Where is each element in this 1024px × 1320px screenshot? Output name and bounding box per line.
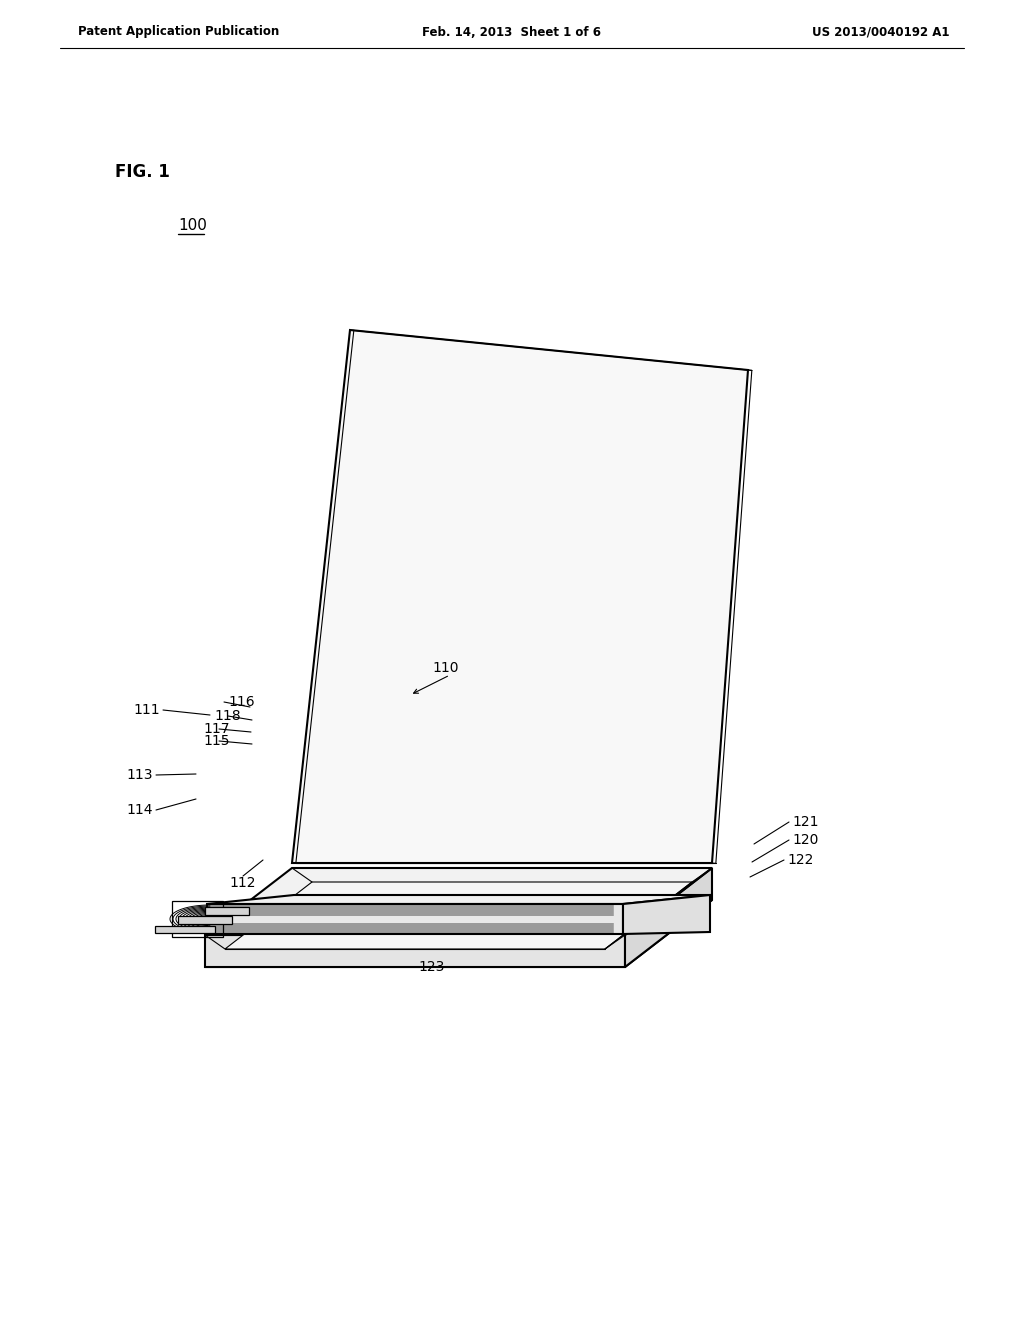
Text: 112: 112 (229, 876, 256, 890)
Text: 120: 120 (792, 833, 818, 847)
Text: 113: 113 (127, 768, 153, 781)
Polygon shape (205, 900, 712, 968)
Text: 116: 116 (228, 696, 255, 709)
Polygon shape (205, 907, 249, 915)
Text: Patent Application Publication: Patent Application Publication (78, 25, 280, 38)
Text: 123: 123 (419, 960, 445, 974)
Polygon shape (207, 904, 623, 935)
Polygon shape (178, 916, 232, 924)
Text: 114: 114 (127, 803, 153, 817)
Text: 117: 117 (203, 722, 229, 737)
Text: FIG. 1: FIG. 1 (115, 162, 170, 181)
Text: 122: 122 (787, 853, 813, 867)
Text: 115: 115 (203, 734, 229, 748)
Polygon shape (207, 895, 710, 904)
Polygon shape (225, 882, 692, 949)
Text: 118: 118 (214, 709, 241, 723)
Polygon shape (155, 927, 215, 933)
Text: 111: 111 (133, 704, 160, 717)
Polygon shape (625, 869, 712, 968)
Text: 121: 121 (792, 814, 818, 829)
Text: US 2013/0040192 A1: US 2013/0040192 A1 (812, 25, 950, 38)
Text: 110: 110 (432, 661, 459, 675)
Text: 100: 100 (178, 218, 207, 232)
Text: Feb. 14, 2013  Sheet 1 of 6: Feb. 14, 2013 Sheet 1 of 6 (423, 25, 601, 38)
Polygon shape (205, 869, 712, 935)
Polygon shape (292, 330, 748, 863)
Polygon shape (623, 895, 710, 935)
Polygon shape (205, 935, 625, 968)
